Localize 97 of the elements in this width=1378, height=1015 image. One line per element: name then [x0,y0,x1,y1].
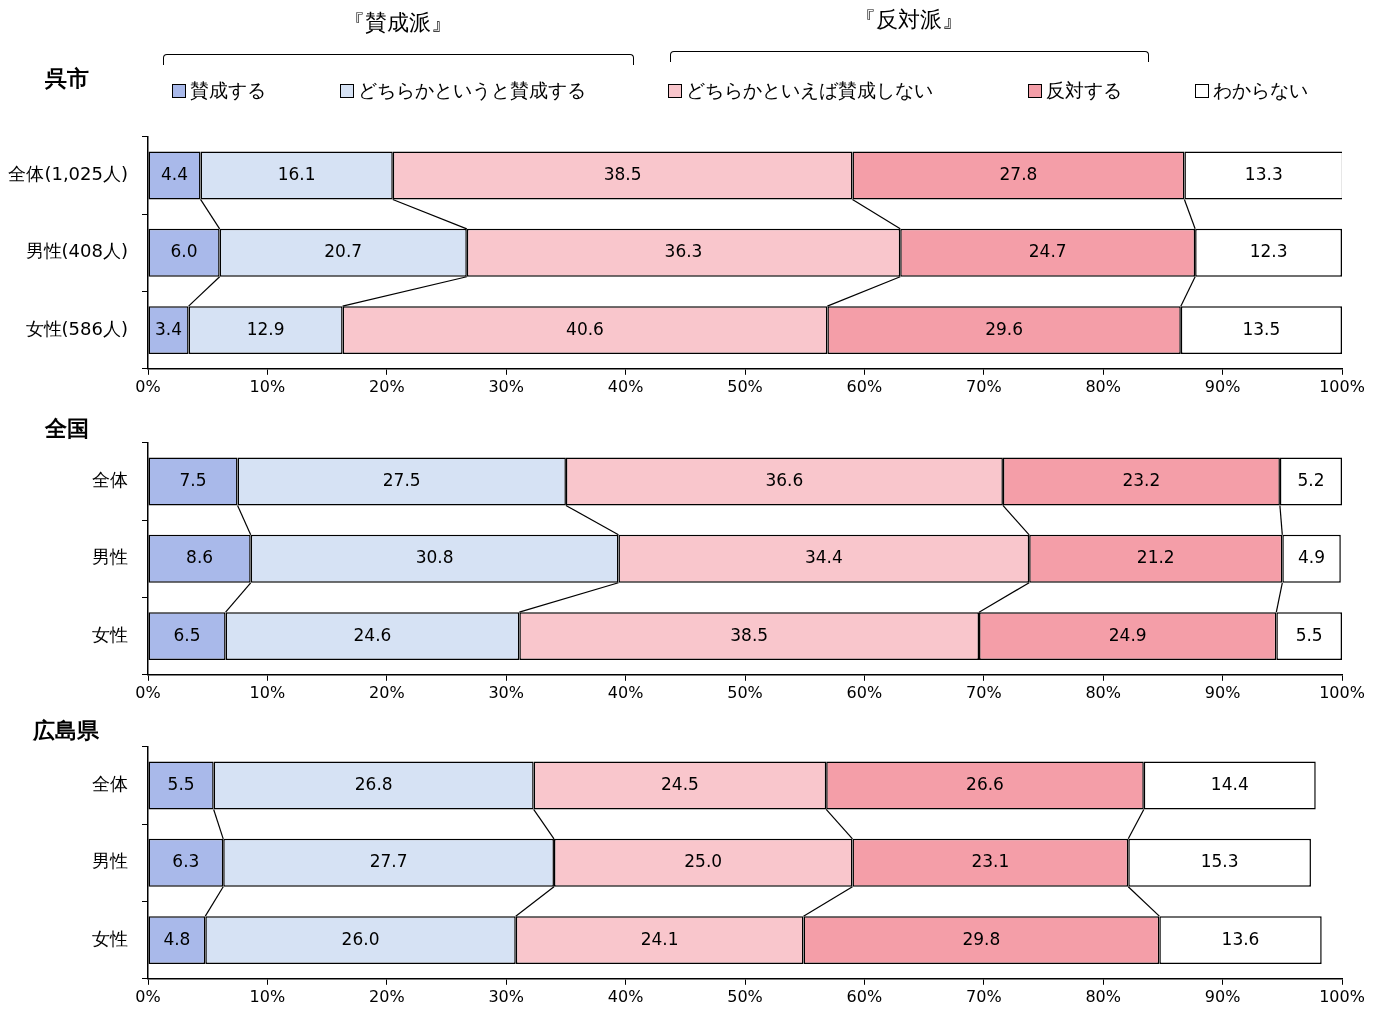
data-label: 6.5 [173,624,201,645]
data-label: 21.2 [1136,547,1175,568]
x-tick-label: 90% [1204,986,1241,1006]
x-tick-label: 10% [249,682,286,702]
data-label: 6.3 [172,851,200,872]
data-label: 5.5 [167,773,195,794]
x-tick-label: 70% [966,376,1002,396]
data-label: 24.5 [661,773,699,794]
data-label: 4.4 [160,163,189,184]
x-tick-label: 70% [966,986,1002,1006]
data-label: 26.0 [341,928,380,949]
data-label: 38.5 [730,624,769,645]
legend-label: どちらかといえば賛成しない [686,78,933,103]
x-tick-label: 30% [488,682,524,702]
text: わからない [1213,78,1308,103]
data-label: 27.7 [369,851,408,872]
data-label: 29.8 [962,928,1001,949]
x-tick-label: 0% [135,986,161,1006]
data-label: 36.3 [664,241,703,262]
x-tick-label: 10% [249,986,286,1006]
data-label: 8.6 [186,547,214,568]
y-tick-label: 男性 [92,546,128,568]
legend-label: どちらかというと賛成する [358,78,586,103]
data-label: 12.3 [1249,241,1288,262]
y-tick-label: 女性 [92,623,128,645]
x-tick-label: 80% [1085,376,1121,396]
data-label: 29.6 [985,318,1024,339]
x-tick-label: 20% [369,376,405,396]
x-tick-label: 20% [369,682,405,702]
data-label: 26.8 [354,773,393,794]
x-tick-label: 10% [249,376,286,396]
y-tick-label: 男性 [92,850,128,872]
y-tick-label: 女性 [92,927,128,949]
x-tick-label: 40% [607,682,644,702]
y-tick-label: 全体 [92,773,128,795]
legend-label: 賛成する [190,78,266,103]
data-label: 23.1 [971,851,1010,872]
data-label: 12.9 [246,318,285,339]
y-tick-label: 男性(408人) [25,240,128,262]
x-tick-label: 60% [846,682,883,702]
data-label: 24.9 [1108,624,1147,645]
text: 『反対派』 [852,6,965,34]
data-label: 5.5 [1295,624,1323,645]
x-tick-label: 60% [846,986,883,1006]
x-tick-label: 90% [1204,682,1241,702]
data-label: 16.1 [277,163,316,184]
data-label: 13.5 [1242,318,1281,339]
legend-label: 反対する [1046,78,1122,103]
data-label: 24.7 [1028,241,1067,262]
y-tick-label: 全体(1,025人) [8,163,128,185]
x-tick-label: 70% [966,682,1002,702]
data-label: 40.6 [566,318,604,339]
data-label: 3.4 [155,318,183,339]
x-tick-label: 100% [1319,986,1365,1006]
data-label: 25.0 [684,851,723,872]
x-tick-label: 90% [1204,376,1241,396]
data-label: 38.5 [603,163,642,184]
data-label: 6.0 [170,241,198,262]
x-tick-label: 30% [488,376,524,396]
text: 『賛成派』 [341,9,454,37]
data-label: 7.5 [179,469,207,490]
x-tick-label: 0% [135,376,161,396]
data-label: 14.4 [1210,773,1249,794]
chart-title: 全国 [45,415,89,443]
x-tick-label: 80% [1085,986,1121,1006]
x-tick-label: 50% [727,376,763,396]
x-tick-label: 40% [607,376,644,396]
data-label: 15.3 [1200,851,1239,872]
data-label: 27.5 [382,469,421,490]
data-label: 27.8 [999,163,1038,184]
data-label: 13.6 [1221,928,1260,949]
y-tick-label: 女性(586人) [25,317,128,339]
chart-title: 呉市 [45,65,89,93]
x-tick-label: 50% [727,986,763,1006]
x-tick-label: 40% [607,986,644,1006]
x-tick-label: 30% [488,986,524,1006]
x-tick-label: 100% [1319,376,1365,396]
data-label: 34.4 [804,547,843,568]
data-label: 20.7 [324,241,363,262]
data-label: 4.8 [163,928,191,949]
data-label: 24.1 [640,928,679,949]
x-tick-label: 20% [369,986,405,1006]
data-label: 26.6 [966,773,1004,794]
x-tick-label: 50% [727,682,763,702]
x-tick-label: 100% [1319,682,1365,702]
data-label: 36.6 [765,469,804,490]
data-label: 13.3 [1244,163,1283,184]
data-label: 4.9 [1298,547,1326,568]
y-tick-label: 全体 [92,469,128,491]
data-label: 24.6 [353,624,392,645]
x-tick-label: 0% [135,682,161,702]
data-label: 23.2 [1122,469,1161,490]
data-label: 30.8 [415,547,454,568]
x-tick-label: 80% [1085,682,1121,702]
x-tick-label: 60% [846,376,883,396]
data-label: 5.2 [1297,469,1325,490]
chart-title: 広島県 [33,717,99,745]
